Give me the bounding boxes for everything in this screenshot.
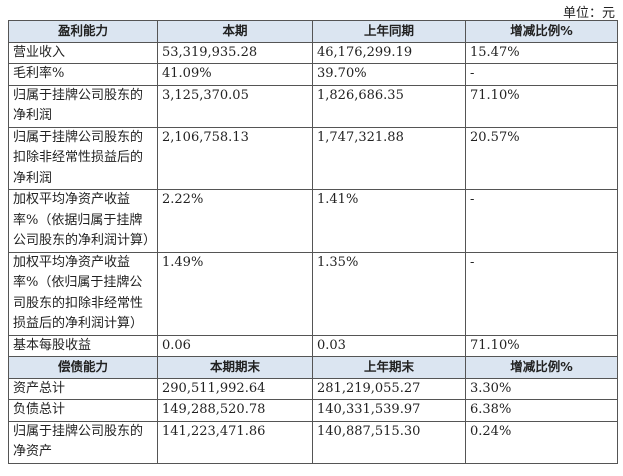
cell: - [465, 251, 618, 336]
cell: 0.06 [157, 334, 313, 357]
cell: 6.38% [465, 399, 618, 422]
data-row: 营业收入 53,319,935.28 46,176,299.19 15.47% [8, 41, 618, 64]
cell: 归属于挂牌公司股东的净利润 [8, 84, 158, 128]
cell: 加权平均净资产收益率%（依据归属于挂牌公司股东的净利润计算） [8, 189, 158, 253]
data-row: 归属于挂牌公司股东的净资产 141,223,471.86 140,887,515.3… [8, 420, 618, 464]
header-cell: 上年期末 [312, 356, 466, 379]
cell: 41.09% [157, 63, 313, 86]
data-row: 归属于挂牌公司股东的净利润 3,125,370.05 1,826,686.35 71.… [8, 84, 618, 128]
cell: 1.49% [157, 251, 313, 336]
data-row: 负债总计 149,288,520.78 140,331,539.97 6.38% [8, 399, 618, 422]
cell: 营业收入 [8, 41, 158, 64]
financial-table: 盈利能力 本期 上年同期 增减比例% 营业收入 53,319,935.28 46,176,2… [8, 20, 618, 464]
cell: 1.35% [312, 251, 466, 336]
header-cell: 增减比例% [465, 20, 618, 43]
header-cell: 本期 [157, 20, 313, 43]
cell: 0.24% [465, 420, 618, 464]
data-row: 资产总计 290,511,992.64 281,219,055.27 3.30% [8, 377, 618, 400]
cell: 15.47% [465, 41, 618, 64]
cell: 46,176,299.19 [312, 41, 466, 64]
cell: 负债总计 [8, 399, 158, 422]
cell: 2,106,758.13 [157, 126, 313, 190]
cell: 资产总计 [8, 377, 158, 400]
header-cell: 盈利能力 [8, 20, 158, 43]
cell: 2.22% [157, 189, 313, 253]
cell: 20.57% [465, 126, 618, 190]
header-row: 偿债能力 本期期末 上年期末 增减比例% [8, 356, 618, 379]
data-row: 归属于挂牌公司股东的扣除非经常性损益后的净利润 2,106,758.13 1,747… [8, 126, 618, 190]
cell: - [465, 189, 618, 253]
cell: 71.10% [465, 84, 618, 128]
cell: - [465, 63, 618, 86]
cell: 1,826,686.35 [312, 84, 466, 128]
cell: 0.03 [312, 334, 466, 357]
cell: 归属于挂牌公司股东的净资产 [8, 420, 158, 464]
data-row: 加权平均净资产收益率%（依据归属于挂牌公司股东的净利润计算） 2.22% 1.41%… [8, 189, 618, 253]
cell: 归属于挂牌公司股东的扣除非经常性损益后的净利润 [8, 126, 158, 190]
header-cell: 增减比例% [465, 356, 618, 379]
cell: 39.70% [312, 63, 466, 86]
data-row: 毛利率% 41.09% 39.70% - [8, 63, 618, 86]
data-row: 加权平均净资产收益率%（依归属于挂牌公司股东的扣除非经常性损益后的净利润计算） 1… [8, 251, 618, 336]
cell: 3,125,370.05 [157, 84, 313, 128]
cell: 290,511,992.64 [157, 377, 313, 400]
cell: 加权平均净资产收益率%（依归属于挂牌公司股东的扣除非经常性损益后的净利润计算） [8, 251, 158, 336]
cell: 281,219,055.27 [312, 377, 466, 400]
header-cell: 本期期末 [157, 356, 313, 379]
cell: 149,288,520.78 [157, 399, 313, 422]
cell: 毛利率% [8, 63, 158, 86]
cell: 1,747,321.88 [312, 126, 466, 190]
cell: 140,887,515.30 [312, 420, 466, 464]
cell: 基本每股收益 [8, 334, 158, 357]
header-cell: 上年同期 [312, 20, 466, 43]
cell: 3.30% [465, 377, 618, 400]
header-row: 盈利能力 本期 上年同期 增减比例% [8, 20, 618, 43]
data-row: 基本每股收益 0.06 0.03 71.10% [8, 334, 618, 357]
cell: 71.10% [465, 334, 618, 357]
cell: 53,319,935.28 [157, 41, 313, 64]
cell: 1.41% [312, 189, 466, 253]
cell: 140,331,539.97 [312, 399, 466, 422]
cell: 141,223,471.86 [157, 420, 313, 464]
header-cell: 偿债能力 [8, 356, 158, 379]
unit-label: 单位：元 [562, 6, 615, 21]
